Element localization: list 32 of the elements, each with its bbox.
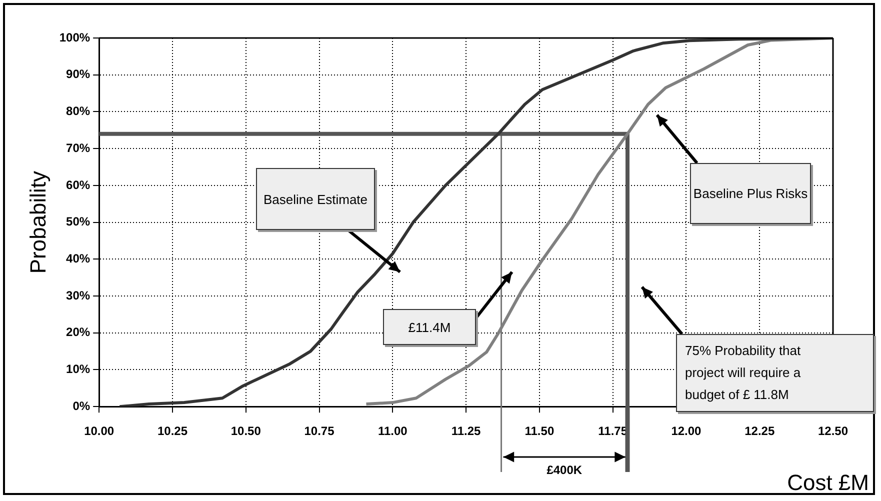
- y-tick-label: 80%: [66, 104, 90, 118]
- y-tick-label: 20%: [66, 325, 90, 340]
- y-tick-label: 50%: [66, 214, 90, 229]
- x-tick-label: 10.00: [84, 424, 114, 438]
- y-tick-label: 30%: [66, 288, 90, 302]
- text: £400K: [546, 463, 584, 477]
- y-axis-title: Probability: [25, 170, 50, 274]
- callout-box: Baseline Estimate: [256, 168, 375, 230]
- annotation: Baseline Estimate: [263, 190, 368, 208]
- y-tick-label: 0%: [72, 398, 90, 413]
- annotation: 75% Probability that project will require a budget of £ 11.8M: [685, 342, 802, 404]
- callout-box: Baseline Plus Risks: [690, 163, 811, 224]
- annotation: £11.4M: [408, 318, 451, 336]
- x-axis-title: Cost £M: [787, 470, 869, 496]
- y-tick-label: 90%: [66, 67, 90, 82]
- x-tick-label: 12.25: [744, 424, 775, 438]
- y-tick-label: 10%: [66, 362, 90, 376]
- y-tick-label: 60%: [66, 178, 90, 192]
- callout-box: 75% Probability that project will require a budget of £ 11.8M: [676, 334, 874, 412]
- x-tick-label: 12.50: [818, 424, 848, 438]
- x-tick-label: 12.00: [671, 424, 702, 438]
- callout-box: £11.4M: [383, 309, 476, 345]
- x-tick-label: 11.50: [524, 424, 554, 438]
- y-tick-label: 70%: [66, 140, 90, 155]
- x-tick-label: 11.25: [451, 424, 482, 438]
- y-tick-label: 40%: [66, 251, 90, 266]
- annotation: Baseline Plus Risks: [693, 185, 808, 203]
- x-tick-label: 10.25: [157, 424, 188, 438]
- x-tick-label: 11.00: [378, 424, 408, 438]
- y-tick-label: 100%: [59, 30, 90, 44]
- x-tick-label: 10.50: [230, 424, 262, 438]
- x-tick-label: 10.75: [304, 424, 335, 438]
